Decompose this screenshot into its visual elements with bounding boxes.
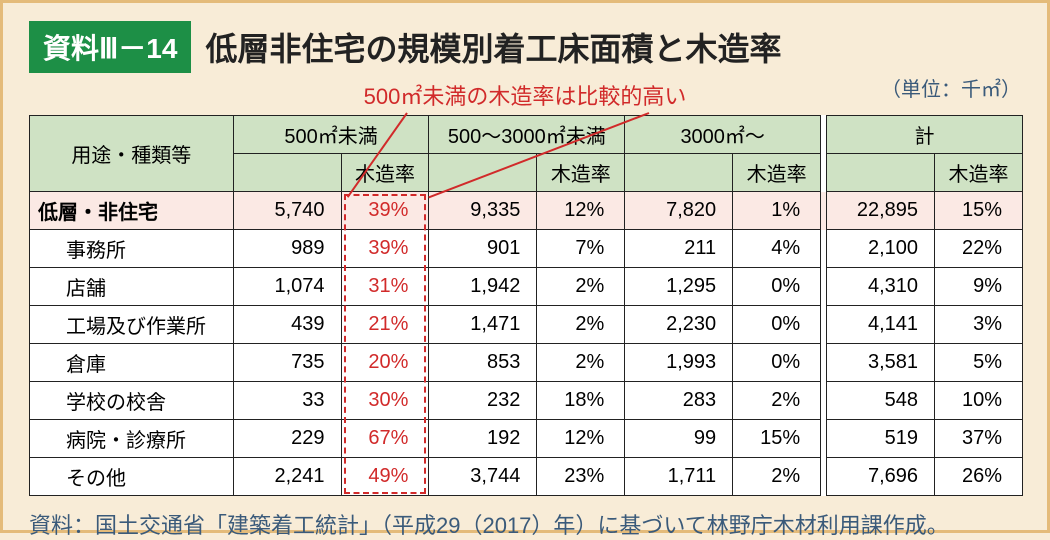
row-label: 事務所 bbox=[30, 230, 234, 268]
cell-pct: 67% bbox=[341, 420, 429, 458]
cell-pct: 39% bbox=[341, 192, 429, 230]
cell-val: 22,895 bbox=[827, 192, 935, 230]
cell-val: 4,141 bbox=[827, 306, 935, 344]
document-badge: 資料Ⅲ－14 bbox=[29, 21, 191, 73]
th-blank bbox=[827, 154, 935, 192]
table-wrap: 用途・種類等 500㎡未満 500～3000㎡未満 3000㎡～ 計 木造率 木… bbox=[29, 115, 1021, 496]
cell-val: 1,942 bbox=[429, 268, 537, 306]
cell-val: 3,744 bbox=[429, 458, 537, 496]
annotation-text: 500㎡未満の木造率は比較的高い bbox=[364, 79, 687, 111]
cell-pct: 4% bbox=[733, 230, 821, 268]
th-wood-4: 木造率 bbox=[935, 154, 1023, 192]
row-label: その他 bbox=[30, 458, 234, 496]
cell-val: 853 bbox=[429, 344, 537, 382]
cell-pct: 23% bbox=[537, 458, 625, 496]
table-row: 店舗1,07431%1,9422%1,2950%4,3109% bbox=[30, 268, 1023, 306]
cell-pct: 20% bbox=[341, 344, 429, 382]
cell-val: 1,711 bbox=[625, 458, 733, 496]
cell-val: 7,820 bbox=[625, 192, 733, 230]
row-label: 店舗 bbox=[30, 268, 234, 306]
source-text: 資料：国土交通省「建築着工統計」（平成29（2017）年）に基づいて林野庁木材利… bbox=[29, 508, 1021, 540]
cell-val: 2,241 bbox=[233, 458, 341, 496]
th-wood-2: 木造率 bbox=[537, 154, 625, 192]
cell-val: 548 bbox=[827, 382, 935, 420]
cell-pct: 39% bbox=[341, 230, 429, 268]
cell-val: 2,100 bbox=[827, 230, 935, 268]
cell-pct: 0% bbox=[733, 306, 821, 344]
cell-pct: 26% bbox=[935, 458, 1023, 496]
cell-pct: 31% bbox=[341, 268, 429, 306]
cell-pct: 5% bbox=[935, 344, 1023, 382]
data-table: 用途・種類等 500㎡未満 500～3000㎡未満 3000㎡～ 計 木造率 木… bbox=[29, 115, 1023, 496]
cell-pct: 7% bbox=[537, 230, 625, 268]
cell-pct: 12% bbox=[537, 420, 625, 458]
cell-val: 901 bbox=[429, 230, 537, 268]
cell-pct: 2% bbox=[733, 458, 821, 496]
cell-pct: 2% bbox=[537, 306, 625, 344]
cell-val: 2,230 bbox=[625, 306, 733, 344]
table-row: 倉庫73520%8532%1,9930%3,5815% bbox=[30, 344, 1023, 382]
cell-val: 211 bbox=[625, 230, 733, 268]
cell-val: 4,310 bbox=[827, 268, 935, 306]
cell-pct: 37% bbox=[935, 420, 1023, 458]
table-row: その他2,24149%3,74423%1,7112%7,69626% bbox=[30, 458, 1023, 496]
th-use: 用途・種類等 bbox=[30, 116, 234, 192]
cell-val: 1,295 bbox=[625, 268, 733, 306]
cell-pct: 18% bbox=[537, 382, 625, 420]
table-row: 病院・診療所22967%19212%9915%51937% bbox=[30, 420, 1023, 458]
table-row: 工場及び作業所43921%1,4712%2,2300%4,1413% bbox=[30, 306, 1023, 344]
th-blank bbox=[233, 154, 341, 192]
row-label: 低層・非住宅 bbox=[30, 192, 234, 230]
cell-val: 99 bbox=[625, 420, 733, 458]
main-title: 低層非住宅の規模別着工床面積と木造率 bbox=[205, 24, 781, 70]
cell-pct: 15% bbox=[935, 192, 1023, 230]
table-row: 学校の校舎3330%23218%2832%54810% bbox=[30, 382, 1023, 420]
row-label: 倉庫 bbox=[30, 344, 234, 382]
cell-val: 232 bbox=[429, 382, 537, 420]
cell-val: 3,581 bbox=[827, 344, 935, 382]
row-label: 工場及び作業所 bbox=[30, 306, 234, 344]
cell-pct: 3% bbox=[935, 306, 1023, 344]
cell-pct: 2% bbox=[537, 344, 625, 382]
th-blank bbox=[625, 154, 733, 192]
th-blank bbox=[429, 154, 537, 192]
cell-pct: 2% bbox=[733, 382, 821, 420]
cell-pct: 30% bbox=[341, 382, 429, 420]
cell-pct: 15% bbox=[733, 420, 821, 458]
cell-pct: 10% bbox=[935, 382, 1023, 420]
cell-pct: 12% bbox=[537, 192, 625, 230]
th-wood-3: 木造率 bbox=[733, 154, 821, 192]
cell-val: 283 bbox=[625, 382, 733, 420]
table-row: 事務所98939%9017%2114%2,10022% bbox=[30, 230, 1023, 268]
cell-val: 1,471 bbox=[429, 306, 537, 344]
annotation-row: 500㎡未満の木造率は比較的高い bbox=[29, 79, 1021, 111]
cell-val: 33 bbox=[233, 382, 341, 420]
table-row: 低層・非住宅5,74039%9,33512%7,8201%22,89515% bbox=[30, 192, 1023, 230]
cell-val: 439 bbox=[233, 306, 341, 344]
cell-pct: 22% bbox=[935, 230, 1023, 268]
cell-val: 989 bbox=[233, 230, 341, 268]
cell-val: 1,074 bbox=[233, 268, 341, 306]
cell-pct: 0% bbox=[733, 268, 821, 306]
cell-pct: 9% bbox=[935, 268, 1023, 306]
cell-pct: 1% bbox=[733, 192, 821, 230]
cell-val: 9,335 bbox=[429, 192, 537, 230]
cell-val: 7,696 bbox=[827, 458, 935, 496]
th-c4: 計 bbox=[827, 116, 1023, 154]
row-label: 学校の校舎 bbox=[30, 382, 234, 420]
cell-pct: 0% bbox=[733, 344, 821, 382]
cell-pct: 2% bbox=[537, 268, 625, 306]
cell-val: 519 bbox=[827, 420, 935, 458]
cell-val: 1,993 bbox=[625, 344, 733, 382]
cell-val: 229 bbox=[233, 420, 341, 458]
title-row: 資料Ⅲ－14 低層非住宅の規模別着工床面積と木造率 bbox=[29, 21, 1021, 73]
cell-val: 735 bbox=[233, 344, 341, 382]
cell-val: 192 bbox=[429, 420, 537, 458]
cell-pct: 49% bbox=[341, 458, 429, 496]
cell-val: 5,740 bbox=[233, 192, 341, 230]
unit-label: （単位：千㎡） bbox=[881, 73, 1021, 102]
row-label: 病院・診療所 bbox=[30, 420, 234, 458]
cell-pct: 21% bbox=[341, 306, 429, 344]
th-c3: 3000㎡～ bbox=[625, 116, 821, 154]
